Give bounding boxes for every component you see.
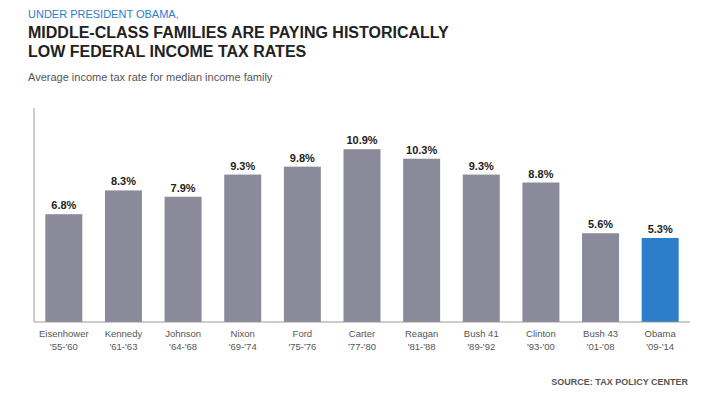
data-label: 10.9% (346, 134, 377, 146)
data-label: 6.8% (51, 199, 76, 211)
bar (45, 214, 82, 322)
title: MIDDLE-CLASS FAMILIES ARE PAYING HISTORI… (28, 24, 449, 60)
y-axis-line (34, 108, 35, 322)
title-kicker: UNDER PRESIDENT OBAMA, (28, 8, 179, 20)
bars (45, 149, 678, 322)
subtitle: Average income tax rate for median incom… (28, 71, 273, 83)
x-tick-label: Clinton'93-'00 (526, 328, 556, 352)
data-label: 9.3% (469, 160, 494, 172)
data-label: 5.6% (588, 218, 613, 230)
x-tick-label: Bush 43'01-'08 (583, 328, 618, 352)
bar (642, 238, 679, 322)
bar (403, 159, 440, 322)
data-label: 9.8% (290, 152, 315, 164)
bar (165, 197, 202, 322)
data-label: 9.3% (230, 160, 255, 172)
x-axis-line (34, 322, 690, 323)
data-label: 10.3% (406, 144, 437, 156)
data-label: 5.3% (648, 223, 673, 235)
chart-container: UNDER PRESIDENT OBAMA, MIDDLE-CLASS FAMIL… (0, 0, 702, 395)
data-label: 7.9% (171, 182, 196, 194)
bar (224, 175, 261, 322)
x-tick-label: Obama'09-'14 (645, 328, 677, 352)
x-tick-label: Eisenhower'55-'60 (39, 328, 89, 352)
bar (284, 167, 321, 322)
data-label: 8.3% (111, 175, 136, 187)
source-note: SOURCE: TAX POLICY CENTER (551, 377, 688, 387)
data-label: 8.8% (528, 168, 553, 180)
x-tick-label: Ford'75-'76 (288, 328, 316, 352)
x-tick-label: Bush 41'89-'92 (464, 328, 499, 352)
x-tick-label: Kennedy'61-'63 (105, 328, 143, 352)
x-tick-label: Reagan'81-'88 (405, 328, 438, 352)
chart: UNDER PRESIDENT OBAMA, MIDDLE-CLASS FAMIL… (0, 0, 702, 395)
x-tick-label: Nixon'69-'74 (229, 328, 257, 352)
bar (522, 183, 559, 322)
x-tick-label: Johnson'64-'68 (165, 328, 201, 352)
x-tick-label: Carter'77-'80 (348, 328, 376, 352)
bar (344, 149, 381, 322)
bar (463, 175, 500, 322)
bar (105, 190, 142, 322)
bar (582, 233, 619, 322)
